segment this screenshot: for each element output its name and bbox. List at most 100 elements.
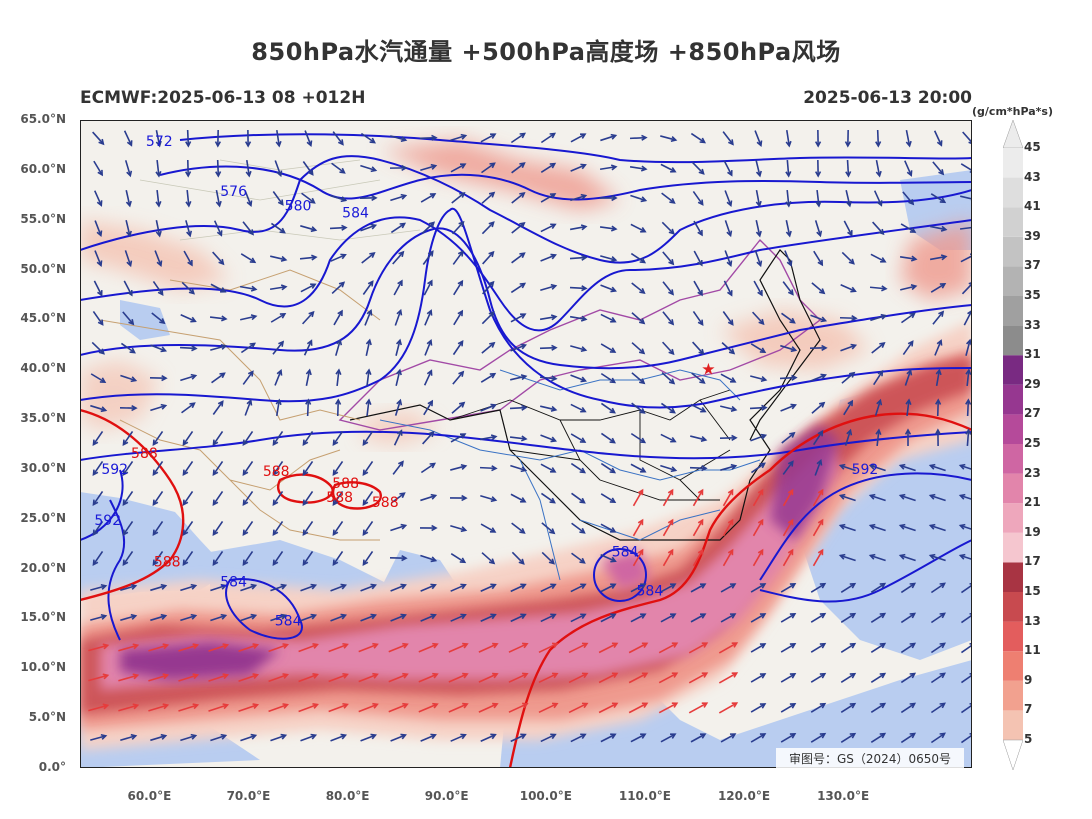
wind-arrow	[302, 161, 314, 176]
wind-arrow	[149, 375, 168, 382]
wind-arrow	[600, 402, 616, 414]
wind-arrow	[965, 338, 972, 356]
wind-arrow	[755, 160, 762, 178]
boundary-lines	[99, 159, 822, 541]
colorbar-tick-label: 11	[1024, 643, 1041, 658]
wind-arrow	[335, 338, 343, 356]
wind-arrow	[391, 492, 406, 504]
wind-arrow	[92, 490, 104, 506]
wind-arrow	[90, 373, 107, 383]
wind-arrow	[181, 281, 195, 295]
wind-arrow	[720, 733, 737, 743]
wind-arrow	[965, 398, 972, 417]
wind-arrow	[930, 702, 946, 714]
wind-arrow	[600, 313, 617, 323]
wind-arrow	[750, 643, 767, 653]
wind-arrow	[600, 733, 617, 743]
wind-arrow	[270, 583, 288, 592]
wind-arrow	[451, 401, 466, 414]
wind-arrow	[423, 369, 433, 386]
wind-arrow	[660, 135, 678, 143]
wind-arrow	[155, 220, 162, 238]
wind-arrow	[422, 430, 435, 445]
lat-tick-label: 30.0°N	[20, 460, 66, 475]
wind-arrow	[390, 222, 407, 234]
wind-arrow	[540, 193, 557, 203]
wind-arrow	[453, 279, 464, 296]
wind-arrow	[365, 368, 372, 387]
wind-arrow	[150, 733, 168, 742]
wind-arrow	[811, 401, 826, 414]
colorbar-segment	[1003, 148, 1023, 178]
wind-arrow	[874, 398, 883, 416]
wind-arrow	[242, 520, 254, 536]
wind-arrow	[928, 523, 946, 532]
wind-arrow	[900, 612, 917, 624]
wind-arrow	[540, 613, 557, 623]
wind-arrow	[870, 672, 887, 684]
wind-arrow	[91, 341, 105, 355]
colorbar-tick-label: 43	[1024, 169, 1041, 184]
map-review-number: 审图号：GS（2024）0650号	[776, 748, 964, 768]
colorbar-unit: (g/cm*hPa*s)	[972, 105, 1054, 118]
wind-arrow	[838, 553, 856, 562]
wind-arrow	[900, 582, 917, 594]
wind-arrow	[750, 583, 767, 593]
wind-arrow	[541, 551, 556, 565]
wind-arrow	[872, 221, 885, 236]
wind-arrow	[840, 284, 857, 293]
wind-arrow	[754, 130, 763, 148]
wind-arrow	[570, 403, 587, 413]
wind-arrow	[510, 132, 527, 144]
wind-arrow	[508, 672, 529, 683]
wind-arrow	[785, 159, 792, 178]
wind-arrow	[92, 520, 104, 536]
wind-arrow	[662, 488, 674, 507]
wind-arrow	[481, 341, 496, 354]
wind-arrow	[240, 342, 257, 354]
wind-arrow	[839, 315, 858, 322]
wind-arrow	[750, 673, 767, 683]
wind-arrow	[690, 403, 707, 413]
wind-arrow	[481, 311, 495, 325]
wind-arrow	[123, 130, 133, 147]
wind-arrow	[693, 250, 703, 267]
wind-arrow	[212, 400, 224, 415]
colorbar-tick-label: 37	[1024, 258, 1041, 273]
wind-arrow	[185, 189, 192, 208]
wind-arrow	[182, 430, 194, 446]
wind-arrow	[930, 732, 946, 744]
wind-arrow	[902, 191, 915, 206]
wind-arrow	[332, 430, 344, 446]
wind-arrow	[122, 311, 135, 326]
wind-arrow	[88, 703, 110, 712]
colorbar-tick-label: 17	[1024, 554, 1041, 569]
wind-arrow	[395, 368, 402, 386]
wind-arrow	[242, 460, 254, 476]
wind-arrow	[841, 371, 856, 384]
wind-arrow	[122, 490, 134, 506]
wind-arrow	[631, 402, 646, 414]
wind-arrow	[780, 583, 797, 593]
wind-arrow	[511, 252, 526, 264]
wind-arrow	[361, 252, 376, 264]
colorbar-segment	[1003, 473, 1023, 504]
wind-arrow	[540, 583, 557, 593]
colorbar-segment	[1003, 532, 1023, 563]
wind-arrow	[148, 673, 170, 682]
wind-arrow	[870, 253, 887, 263]
wind-arrow	[151, 312, 166, 325]
colorbar-tick-label: 33	[1024, 317, 1041, 332]
contour-label: 592	[852, 462, 879, 478]
wind-arrow	[215, 189, 222, 208]
wind-arrow	[88, 673, 110, 682]
wind-arrow	[330, 583, 348, 592]
wind-arrow	[660, 163, 677, 173]
wind-arrow	[813, 250, 824, 267]
indian-ocean-east	[500, 650, 972, 768]
wind-arrow	[180, 613, 198, 622]
wind-arrow	[388, 702, 409, 713]
wind-arrow	[392, 250, 405, 265]
wind-arrow	[150, 613, 168, 622]
wind-arrow	[720, 405, 738, 412]
